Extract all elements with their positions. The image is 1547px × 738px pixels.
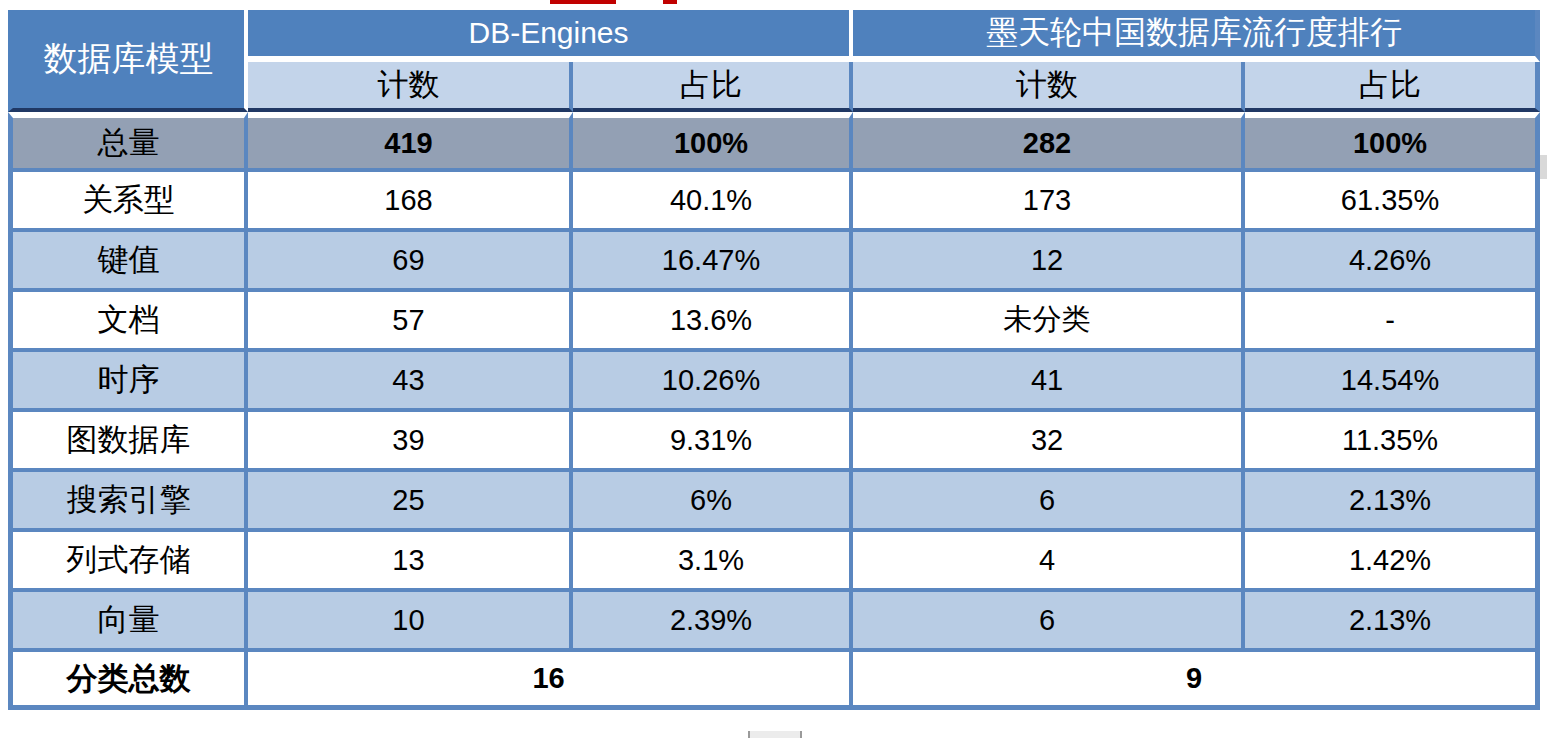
- cell-value: 3.1%: [573, 532, 853, 592]
- cell-value: 39: [248, 412, 573, 472]
- cell-value: 6%: [573, 472, 853, 532]
- row-label: 总量: [8, 112, 248, 172]
- red-underline-artifact: [550, 0, 616, 4]
- cell-value: 40.1%: [573, 172, 853, 232]
- cell-value: 6: [853, 472, 1245, 532]
- scrollbar-artifact: [748, 731, 802, 738]
- cell-value: 41: [853, 352, 1245, 412]
- subheader-share-db: 占比: [573, 62, 853, 112]
- table-row-timeseries: 时序 43 10.26% 41 14.54%: [8, 352, 1540, 412]
- cell-value: 4.26%: [1245, 232, 1540, 292]
- cell-value: 16: [248, 652, 853, 710]
- db-model-comparison-table: 数据库模型 DB-Engines 墨天轮中国数据库流行度排行 计数 占比 计数 …: [8, 10, 1540, 710]
- cell-value: 61.35%: [1245, 172, 1540, 232]
- row-label: 列式存储: [8, 532, 248, 592]
- table-row-total: 总量 419 100% 282 100%: [8, 112, 1540, 172]
- cell-value: 32: [853, 412, 1245, 472]
- cell-value: 57: [248, 292, 573, 352]
- row-label: 搜索引擎: [8, 472, 248, 532]
- table-row-vector: 向量 10 2.39% 6 2.13%: [8, 592, 1540, 652]
- row-label: 键值: [8, 232, 248, 292]
- table-row-category-total: 分类总数 16 9: [8, 652, 1540, 710]
- cell-value: 9: [853, 652, 1540, 710]
- table-row-document: 文档 57 13.6% 未分类 -: [8, 292, 1540, 352]
- cell-value: 2.13%: [1245, 592, 1540, 652]
- cell-value: 2.13%: [1245, 472, 1540, 532]
- cell-value: 419: [248, 112, 573, 172]
- cell-value: -: [1245, 292, 1540, 352]
- cell-value: 168: [248, 172, 573, 232]
- row-label: 关系型: [8, 172, 248, 232]
- cell-value: 282: [853, 112, 1245, 172]
- row-label: 图数据库: [8, 412, 248, 472]
- cell-value: 10: [248, 592, 573, 652]
- table-row-graph: 图数据库 39 9.31% 32 11.35%: [8, 412, 1540, 472]
- cell-value: 未分类: [853, 292, 1245, 352]
- cell-value: 16.47%: [573, 232, 853, 292]
- subheader-count-db: 计数: [248, 62, 573, 112]
- cell-value: 12: [853, 232, 1245, 292]
- cell-value: 2.39%: [573, 592, 853, 652]
- table-row-columnar: 列式存储 13 3.1% 4 1.42%: [8, 532, 1540, 592]
- group-header-db-engines: DB-Engines: [248, 10, 853, 62]
- cell-value: 13.6%: [573, 292, 853, 352]
- cell-value: 100%: [1245, 112, 1540, 172]
- cell-value: 10.26%: [573, 352, 853, 412]
- row-label: 向量: [8, 592, 248, 652]
- cell-value: 4: [853, 532, 1245, 592]
- cell-value: 1.42%: [1245, 532, 1540, 592]
- scrollbar-artifact: [1540, 155, 1547, 179]
- cell-value: 14.54%: [1245, 352, 1540, 412]
- red-underline-artifact: [663, 0, 677, 4]
- subheader-share-mtl: 占比: [1245, 62, 1540, 112]
- table-row-keyvalue: 键值 69 16.47% 12 4.26%: [8, 232, 1540, 292]
- cell-value: 173: [853, 172, 1245, 232]
- row-label: 文档: [8, 292, 248, 352]
- cell-value: 43: [248, 352, 573, 412]
- cell-value: 6: [853, 592, 1245, 652]
- table-row-relational: 关系型 168 40.1% 173 61.35%: [8, 172, 1540, 232]
- table-row-search: 搜索引擎 25 6% 6 2.13%: [8, 472, 1540, 532]
- row-label: 分类总数: [8, 652, 248, 710]
- row-label: 时序: [8, 352, 248, 412]
- cell-value: 100%: [573, 112, 853, 172]
- cell-value: 11.35%: [1245, 412, 1540, 472]
- cell-value: 69: [248, 232, 573, 292]
- subheader-count-mtl: 计数: [853, 62, 1245, 112]
- group-header-row: 数据库模型 DB-Engines 墨天轮中国数据库流行度排行: [8, 10, 1540, 62]
- table-screenshot-stage: 数据库模型 DB-Engines 墨天轮中国数据库流行度排行 计数 占比 计数 …: [0, 0, 1547, 738]
- cell-value: 13: [248, 532, 573, 592]
- corner-header-cell: 数据库模型: [8, 10, 248, 112]
- cell-value: 25: [248, 472, 573, 532]
- cell-value: 9.31%: [573, 412, 853, 472]
- group-header-motianlun: 墨天轮中国数据库流行度排行: [853, 10, 1540, 62]
